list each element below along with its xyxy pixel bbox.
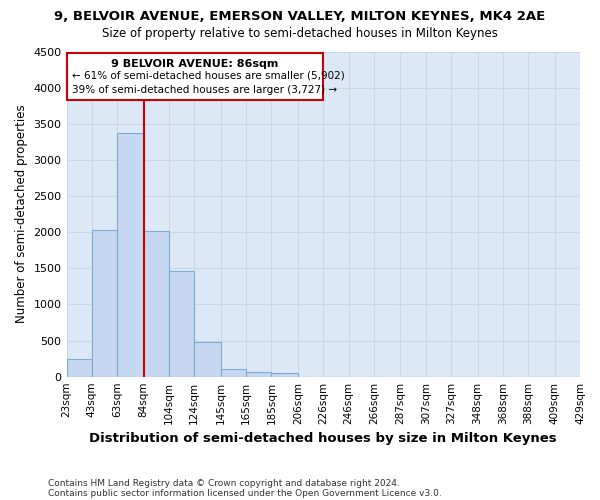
Bar [67,358,92,376]
Bar [271,372,298,376]
Y-axis label: Number of semi-detached properties: Number of semi-detached properties [15,105,28,324]
X-axis label: Distribution of semi-detached houses by size in Milton Keynes: Distribution of semi-detached houses by … [89,432,557,445]
Bar [92,230,117,376]
Bar [194,342,221,376]
Text: 9 BELVOIR AVENUE: 86sqm: 9 BELVOIR AVENUE: 86sqm [111,58,278,68]
Bar [143,230,169,376]
Text: Contains public sector information licensed under the Open Government Licence v3: Contains public sector information licen… [48,488,442,498]
FancyBboxPatch shape [67,53,323,100]
Text: 9, BELVOIR AVENUE, EMERSON VALLEY, MILTON KEYNES, MK4 2AE: 9, BELVOIR AVENUE, EMERSON VALLEY, MILTO… [55,10,545,23]
Bar [221,369,246,376]
Text: 39% of semi-detached houses are larger (3,727) →: 39% of semi-detached houses are larger (… [71,84,337,94]
Bar [117,133,143,376]
Text: Size of property relative to semi-detached houses in Milton Keynes: Size of property relative to semi-detach… [102,28,498,40]
Text: ← 61% of semi-detached houses are smaller (5,902): ← 61% of semi-detached houses are smalle… [71,70,344,81]
Bar [169,271,194,376]
Bar [246,372,271,376]
Text: Contains HM Land Registry data © Crown copyright and database right 2024.: Contains HM Land Registry data © Crown c… [48,478,400,488]
